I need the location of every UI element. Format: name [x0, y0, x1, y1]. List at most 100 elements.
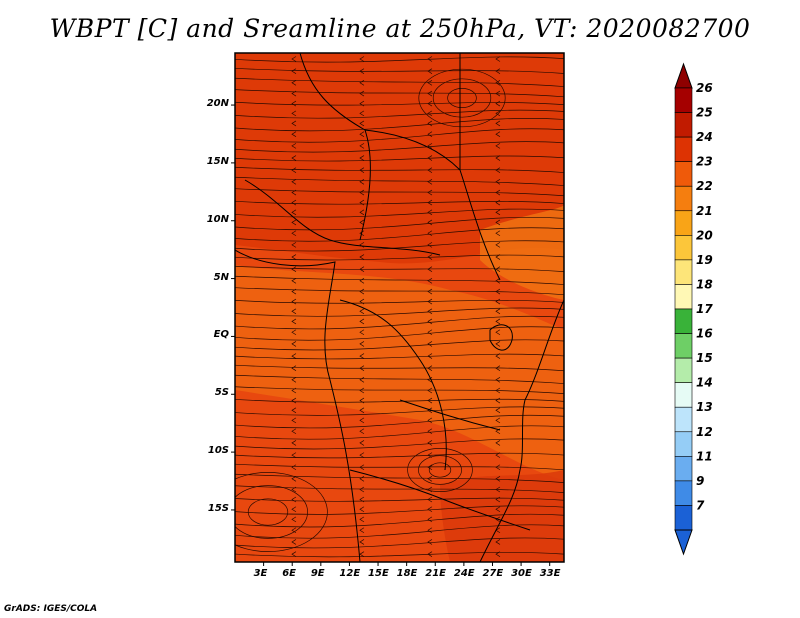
- lon-tick-label: 15E: [368, 568, 389, 579]
- streamline-arrow: [291, 277, 297, 284]
- streamline-arrow: [427, 539, 433, 545]
- lat-tick-label: 10N: [206, 213, 229, 225]
- streamline-arrow: [427, 341, 433, 347]
- streamline-arrow: [427, 551, 433, 557]
- streamline-arrow: [495, 79, 501, 86]
- streamline-arrow: [359, 254, 365, 260]
- colorbar-swatch: [674, 505, 693, 531]
- streamline-arrow: [359, 266, 365, 273]
- lon-tick-label: 12E: [339, 568, 361, 579]
- streamline-arrow: [291, 308, 297, 315]
- streamline-arrow: [291, 288, 297, 295]
- streamline-arrow: [359, 318, 365, 325]
- colorbar-label: 23: [696, 155, 713, 169]
- lat-tick-label: 20N: [206, 98, 229, 110]
- streamline-arrow: [427, 143, 433, 149]
- streamline-arrow: [291, 440, 297, 446]
- streamline-arrow: [495, 464, 501, 471]
- streamline-arrow: [427, 308, 433, 315]
- streamline: [235, 473, 564, 483]
- streamlines: [235, 56, 564, 558]
- streamline-arrow: [495, 120, 501, 127]
- streamline: [235, 398, 564, 403]
- streamline-arrow: [495, 407, 501, 414]
- streamline: [235, 89, 564, 98]
- colorbar-label: 20: [696, 228, 713, 242]
- streamline-arrow: [359, 219, 365, 226]
- streamline-arrow: [427, 486, 433, 493]
- streamline-arrow: [359, 79, 365, 86]
- streamline-arrow: [495, 155, 501, 161]
- streamline-arrow: [359, 440, 365, 446]
- streamline-arrow: [359, 506, 365, 513]
- streamline-arrow: [291, 110, 297, 117]
- streamline-arrow: [495, 219, 501, 226]
- streamline-arrow: [427, 516, 433, 523]
- streamline-arrow: [359, 516, 365, 523]
- circulation-ring: [418, 68, 506, 128]
- streamline-arrow: [495, 100, 501, 107]
- streamline-arrow: [359, 417, 365, 424]
- streamline: [235, 406, 564, 416]
- colorbar-swatch: [674, 259, 693, 285]
- streamline-arrow: [359, 209, 365, 216]
- colorbar-label: 12: [696, 425, 713, 439]
- colorbar-swatch: [674, 480, 693, 506]
- warm-region-southeast: [440, 470, 564, 562]
- colorbar-swatch: [674, 308, 693, 334]
- streamline-arrow: [359, 189, 365, 196]
- country-borders: [235, 53, 564, 562]
- colorbar-label: 22: [696, 179, 713, 193]
- streamline: [235, 208, 564, 218]
- streamline: [235, 438, 564, 450]
- streamline: [235, 188, 564, 197]
- streamline-arrow: [359, 230, 365, 237]
- lat-tick-label: 10S: [207, 445, 229, 457]
- streamline: [235, 497, 564, 502]
- streamline-arrow: [495, 298, 501, 305]
- streamline: [235, 128, 564, 143]
- lake: [489, 324, 513, 351]
- streamline-arrow: [495, 376, 501, 383]
- streamline-arrow: [291, 341, 297, 347]
- streamline-arrow: [359, 464, 365, 471]
- streamline-arrow: [291, 120, 297, 127]
- circulation-ring: [247, 498, 289, 526]
- colorbar-swatch: [674, 431, 693, 457]
- colorbar-label: 25: [696, 106, 713, 120]
- lat-tick-label: 5N: [213, 271, 229, 283]
- streamline: [235, 265, 564, 273]
- colorbar-label: 18: [696, 277, 713, 291]
- streamline-arrow: [359, 308, 365, 315]
- colorbar-label: 9: [696, 474, 704, 488]
- lon-tick-label: 21E: [425, 568, 446, 579]
- streamline-arrow: [359, 341, 365, 347]
- streamline: [235, 166, 564, 173]
- streamline-arrow: [495, 440, 501, 446]
- coastline-east: [479, 299, 564, 562]
- streamline: [235, 326, 564, 341]
- streamline-arrow: [359, 288, 365, 295]
- streamline-arrow: [427, 298, 433, 305]
- streamline: [235, 77, 564, 87]
- streamline-arrow: [359, 298, 365, 305]
- streamline-arrow: [291, 155, 297, 161]
- colorbar-swatch: [674, 456, 693, 482]
- streamline-arrow: [495, 496, 501, 503]
- streamline: [235, 109, 564, 119]
- lon-tick-label: 9E: [310, 568, 325, 579]
- colorbar-swatch: [674, 185, 693, 212]
- streamline-arrow: [495, 417, 501, 424]
- streamline-arrow: [495, 475, 501, 482]
- streamline-arrow: [427, 440, 433, 446]
- streamline-arrow: [359, 376, 365, 383]
- streamline: [235, 141, 564, 153]
- streamline: [235, 216, 564, 231]
- colorbar-label: 19: [696, 253, 713, 267]
- streamline-arrow: [427, 475, 433, 482]
- border-4: [244, 179, 441, 256]
- streamline-arrow: [495, 143, 501, 149]
- streamline-arrow: [359, 428, 365, 435]
- colorbar-label: 14: [696, 376, 713, 390]
- streamline-arrow: [291, 266, 297, 273]
